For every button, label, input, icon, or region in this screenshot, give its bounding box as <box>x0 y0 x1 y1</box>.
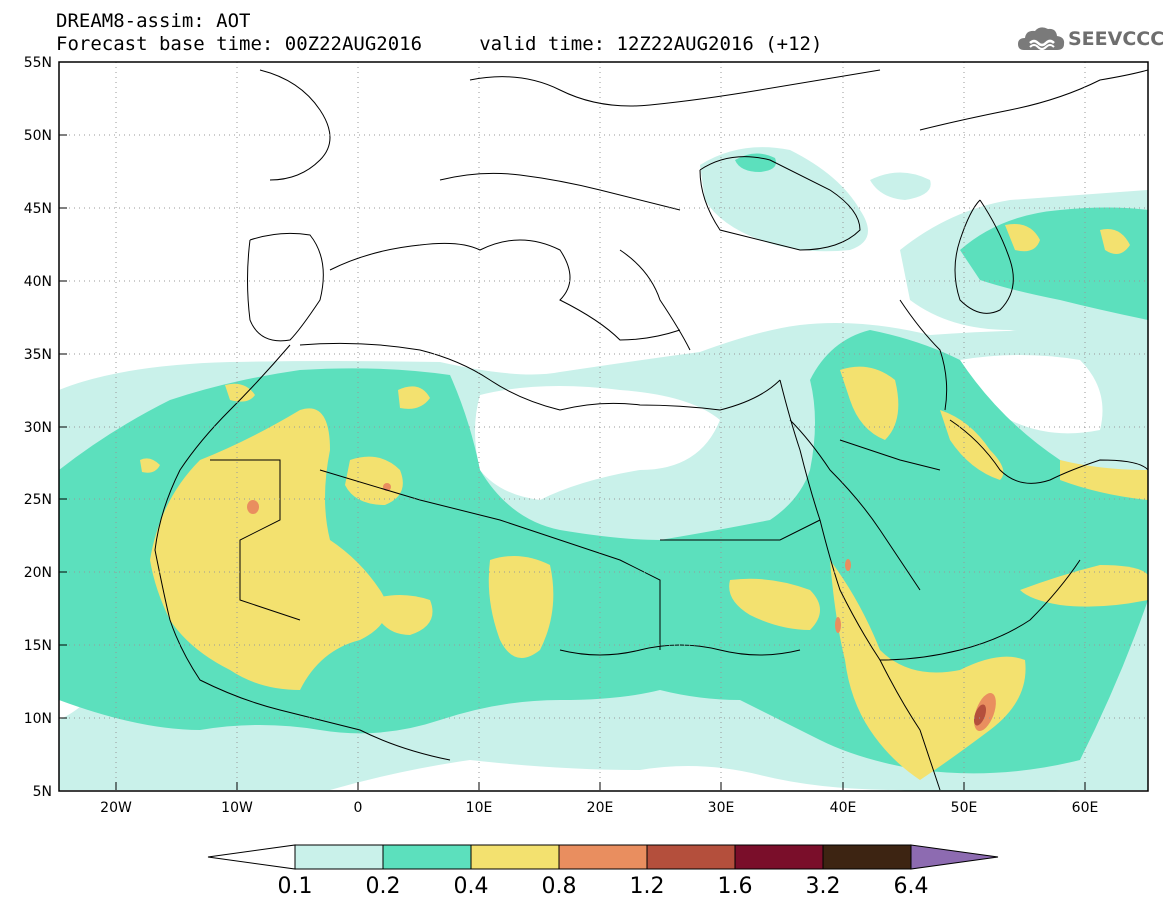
lat-label: 50N <box>24 128 52 144</box>
cloud-icon <box>1018 27 1065 50</box>
lon-label: 30E <box>708 800 735 816</box>
lat-label: 25N <box>24 492 52 508</box>
lat-label: 30N <box>24 420 52 436</box>
aot-clear-iran <box>960 355 1103 434</box>
lat-label: 45N <box>24 201 52 217</box>
seevccc-logo: SEEVCCC <box>1016 24 1164 56</box>
aot-band-high-morocco <box>225 383 255 402</box>
lat-label: 15N <box>24 638 52 654</box>
aot-spot-red-1 <box>973 704 987 726</box>
aot-band-mid-caspian <box>960 207 1148 320</box>
aot-spot-orange-1 <box>247 500 259 514</box>
colorbar-segment <box>822 844 912 870</box>
aot-clear-libya <box>475 386 720 500</box>
aot-band-high-caspian <box>1005 224 1040 252</box>
lon-label: 20E <box>587 800 614 816</box>
aot-band-high-iraq <box>840 366 899 440</box>
lon-label: 0 <box>354 800 363 816</box>
aot-band-high-gulf <box>940 410 1004 480</box>
colorbar-label: 1.6 <box>718 874 753 899</box>
aot-band-high-sudan <box>729 578 820 630</box>
aot-band-high-niger <box>488 556 554 658</box>
lon-label: 60E <box>1072 800 1099 816</box>
aot-band-high-chad <box>370 595 433 635</box>
lat-label: 55N <box>24 55 52 71</box>
aot-band-high-algeria-n <box>398 386 430 409</box>
lat-label: 20N <box>24 565 52 581</box>
lon-label: 40E <box>830 800 857 816</box>
colorbar-label: 3.2 <box>806 874 841 899</box>
logo-text: SEEVCCC <box>1068 28 1165 50</box>
lon-label: 20W <box>100 800 132 816</box>
colorbar-label: 0.1 <box>278 874 313 899</box>
lat-label: 5N <box>33 784 52 800</box>
aot-spot-orange-3 <box>845 559 851 571</box>
colorbar-label: 6.4 <box>894 874 929 899</box>
colorbar-labels: 0.1 0.2 0.4 0.8 1.2 1.6 3.2 6.4 <box>278 874 929 899</box>
colorbar-arrow-left <box>207 844 296 870</box>
lon-label: 10W <box>221 800 253 816</box>
aot-band-high-senegal <box>140 458 160 473</box>
colorbar-segment <box>382 844 472 870</box>
aot-spot-orange-4 <box>835 617 841 633</box>
latitude-labels: 55N 50N 45N 40N 35N 30N 25N 20N 15N 10N … <box>24 55 52 800</box>
map-title: DREAM8-assim: AOT <box>56 10 251 32</box>
colorbar-arrow-right <box>910 844 999 870</box>
colorbar-label: 0.8 <box>542 874 577 899</box>
colorbar-label: 1.2 <box>630 874 665 899</box>
color-bar <box>207 844 999 870</box>
coastlines <box>154 69 1148 791</box>
colorbar-segment <box>558 844 648 870</box>
aot-band-high-westsahara <box>150 408 387 690</box>
aot-field <box>59 147 1148 791</box>
aot-band-low-blacksea <box>700 147 868 252</box>
aot-band-mid-blacksea <box>735 153 776 172</box>
aot-band-low-caucasus <box>870 172 931 200</box>
lon-label: 10E <box>466 800 493 816</box>
colorbar-segment <box>734 844 824 870</box>
longitude-labels: 20W 10W 0 10E 20E 30E 40E 50E 60E <box>100 800 1098 816</box>
forecast-time-line: Forecast base time: 00Z22AUG2016 valid t… <box>56 33 823 55</box>
lon-label: 50E <box>951 800 978 816</box>
aot-band-high-kazakh <box>1100 229 1130 254</box>
colorbar-segment <box>294 844 384 870</box>
colorbar-segment <box>646 844 736 870</box>
aot-band-high-algeria <box>345 456 403 505</box>
axis-ticks <box>59 61 1086 790</box>
colorbar-segment <box>470 844 560 870</box>
lat-label: 10N <box>24 711 52 727</box>
colorbar-label: 0.2 <box>366 874 401 899</box>
lat-label: 35N <box>24 347 52 363</box>
lat-label: 40N <box>24 274 52 290</box>
aot-band-high-iran-s <box>1060 460 1148 500</box>
colorbar-label: 0.4 <box>454 874 489 899</box>
